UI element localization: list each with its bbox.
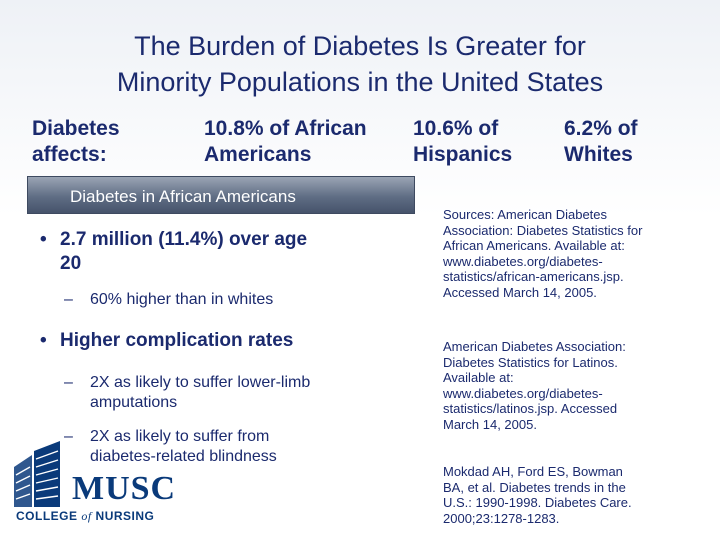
citation-line: Mokdad AH, Ford ES, Bowman <box>443 464 623 479</box>
bullet-line-2: 20 <box>60 253 82 274</box>
stat-lead: Diabetes affects: <box>32 116 120 168</box>
logo-sub-post: NURSING <box>91 509 155 523</box>
citation-line: African Americans. Available at: <box>443 238 625 253</box>
source-citation: Sources: American Diabetes Association: … <box>443 207 693 300</box>
logo-subtitle: COLLEGE of NURSING <box>16 509 154 524</box>
bullet-line-1: 2.7 million (11.4%) over age <box>60 229 308 250</box>
logo-sub-pre: COLLEGE <box>16 509 82 523</box>
citation-line: Accessed March 14, 2005. <box>443 284 597 300</box>
sub-bullet-item: – 2X as likely to suffer lower-limb ampu… <box>64 373 400 413</box>
sub-bullet-line-1: 60% higher than in whites <box>90 291 274 308</box>
sub-bullet-line-2: amputations <box>90 394 178 411</box>
logo-sub-of: of <box>81 509 92 523</box>
bullet-item: • Higher complication rates <box>40 329 400 353</box>
stat-african-line-1: 10.8% of African <box>204 117 367 140</box>
bullet-dot-icon: • <box>40 330 47 351</box>
citation-line: March 14, 2005. <box>443 416 537 432</box>
bullet-dot-icon: • <box>40 229 47 250</box>
stat-hispanic-line-1: 10.6% of <box>413 117 499 140</box>
section-banner-label: Diabetes in African Americans <box>70 187 296 206</box>
stat-african-line-2: Americans <box>204 143 312 166</box>
dash-icon: – <box>64 428 73 445</box>
citation-line: Available at: <box>443 370 514 385</box>
dash-icon: – <box>64 374 73 391</box>
stat-white-line-1: 6.2% of <box>564 117 638 140</box>
citation-line: www.diabetes.org/diabetes- <box>443 385 603 401</box>
building-logo-icon <box>14 441 60 507</box>
logo-wordmark: MUSC <box>72 470 177 507</box>
sub-bullet-line-1: 2X as likely to suffer lower-limb <box>90 374 311 391</box>
dash-icon: – <box>64 291 73 308</box>
stat-lead-line-1: Diabetes <box>32 117 120 140</box>
stat-whites: 6.2% of Whites <box>564 116 638 168</box>
title-line-2: Minority Populations in the United State… <box>116 67 604 97</box>
citation-line: American Diabetes Association: <box>443 339 626 354</box>
source-citation: Mokdad AH, Ford ES, Bowman BA, et al. Di… <box>443 464 693 526</box>
sub-bullet-item: – 60% higher than in whites <box>64 290 400 310</box>
slide-title: The Burden of Diabetes Is Greater for Mi… <box>20 28 700 100</box>
bullet-line-1: Higher complication rates <box>60 330 294 351</box>
musc-logo: MUSC COLLEGE of NURSING <box>10 437 210 532</box>
citation-line: Sources: American Diabetes <box>443 207 608 222</box>
stat-hispanic-line-2: Hispanics <box>413 143 513 166</box>
citation-line: statistics/african-americans.jsp. <box>443 269 624 284</box>
stat-african-americans: 10.8% of African Americans <box>204 116 367 168</box>
title-line-1: The Burden of Diabetes Is Greater for <box>134 31 586 61</box>
stat-hispanics: 10.6% of Hispanics <box>413 116 512 168</box>
sub-bullet-item: – 2X as likely to suffer from diabetes-r… <box>64 427 400 467</box>
citation-line: 2000;23:1278-1283. <box>443 510 560 526</box>
citation-line: Association: Diabetes Statistics for <box>443 222 643 238</box>
sub-bullet-line-2: diabetes-related blindness <box>90 448 277 465</box>
stat-white-line-2: Whites <box>564 143 633 166</box>
citation-line: U.S.: 1990-1998. Diabetes Care. <box>443 495 632 510</box>
citation-line: BA, et al. Diabetes trends in the <box>443 479 626 495</box>
citation-line: Diabetes Statistics for Latinos. <box>443 354 618 370</box>
source-citation: American Diabetes Association: Diabetes … <box>443 339 693 432</box>
stat-lead-line-2: affects: <box>32 143 107 166</box>
sub-bullet-line-1: 2X as likely to suffer from <box>90 428 270 445</box>
citation-line: www.diabetes.org/diabetes- <box>443 253 603 269</box>
section-banner: Diabetes in African Americans <box>27 176 415 214</box>
bullet-item: • 2.7 million (11.4%) over age 20 <box>40 228 400 276</box>
citation-line: statistics/latinos.jsp. Accessed <box>443 401 618 416</box>
